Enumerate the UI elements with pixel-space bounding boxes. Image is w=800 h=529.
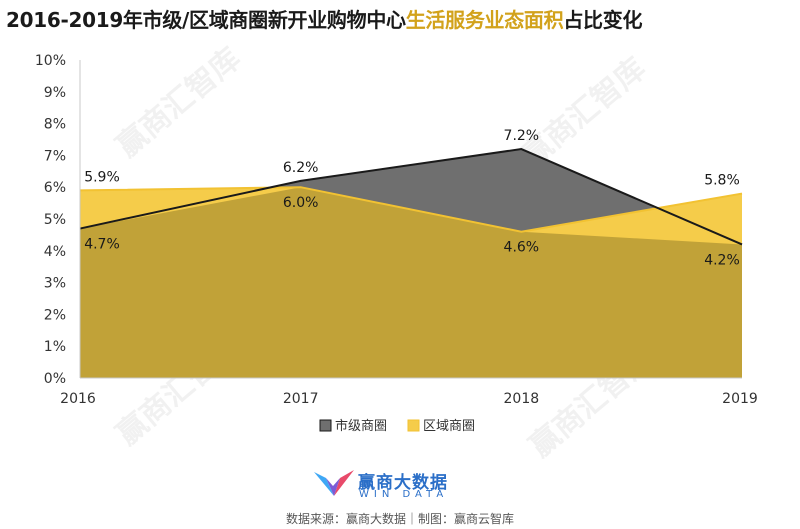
x-tick-label: 2019	[722, 391, 758, 407]
y-tick-label: 0%	[44, 371, 66, 387]
x-tick-label: 2018	[504, 391, 540, 407]
title-end: 占比变化	[563, 8, 643, 32]
legend: 市级商圈 区域商圈	[319, 418, 475, 434]
area-layer	[79, 148, 743, 378]
data-label: 6.0%	[283, 195, 319, 211]
title-highlight: 生活服务业态面积	[405, 8, 564, 32]
logo-icon	[314, 470, 354, 496]
legend-label-1: 区域商圈	[423, 419, 475, 434]
x-tick-label: 2017	[283, 391, 319, 407]
y-tick-label: 1%	[44, 339, 66, 355]
data-label: 4.6%	[504, 240, 540, 256]
y-tick-label: 10%	[35, 53, 66, 69]
data-label: 6.2%	[283, 160, 319, 176]
y-tick-label: 6%	[44, 180, 66, 196]
axis-layer: 0% 1% 2% 3% 4% 5% 6% 7% 8% 9% 10% 2016 2017 2018 2019	[35, 53, 758, 407]
y-tick-label: 8%	[44, 117, 66, 133]
win-data-logo: 赢商大数据 WIN DATA	[312, 466, 512, 506]
series-district-line	[79, 186, 743, 233]
watermark-0: 赢商汇智库	[110, 41, 247, 164]
chart-title: 2016-2019年市级/区域商圈新开业购物中心生活服务业态面积占比变化	[6, 4, 642, 33]
y-tick-label: 7%	[44, 148, 66, 164]
series-city-line	[79, 148, 743, 246]
series-overlap-area	[80, 187, 742, 378]
legend-label-0: 市级商圈	[335, 418, 387, 434]
y-tick-label: 9%	[44, 85, 66, 101]
logo-name-cn: 赢商大数据	[358, 473, 448, 493]
y-tick-label: 4%	[44, 244, 66, 260]
data-label: 4.2%	[704, 252, 740, 268]
y-tick-label: 3%	[44, 276, 66, 292]
source-note: 数据来源：赢商大数据｜制图：赢商云智库	[285, 512, 514, 526]
data-label: 4.7%	[84, 237, 120, 253]
data-label: 5.9%	[84, 169, 120, 185]
logo-name-en: WIN DATA	[359, 489, 449, 500]
data-label: 5.8%	[704, 173, 740, 189]
x-tick-label: 2016	[60, 391, 96, 407]
y-tick-label: 2%	[44, 307, 66, 323]
legend-swatch-1	[407, 419, 420, 432]
y-tick-label: 5%	[44, 212, 66, 228]
data-label-layer: 4.7% 6.2% 7.2% 4.2% 5.9% 6.0% 4.6% 5.8%	[84, 128, 740, 268]
legend-swatch-0	[319, 419, 332, 432]
title-main: 2016-2019年市级/区域商圈新开业购物中心	[6, 8, 406, 32]
data-label: 7.2%	[504, 128, 540, 144]
